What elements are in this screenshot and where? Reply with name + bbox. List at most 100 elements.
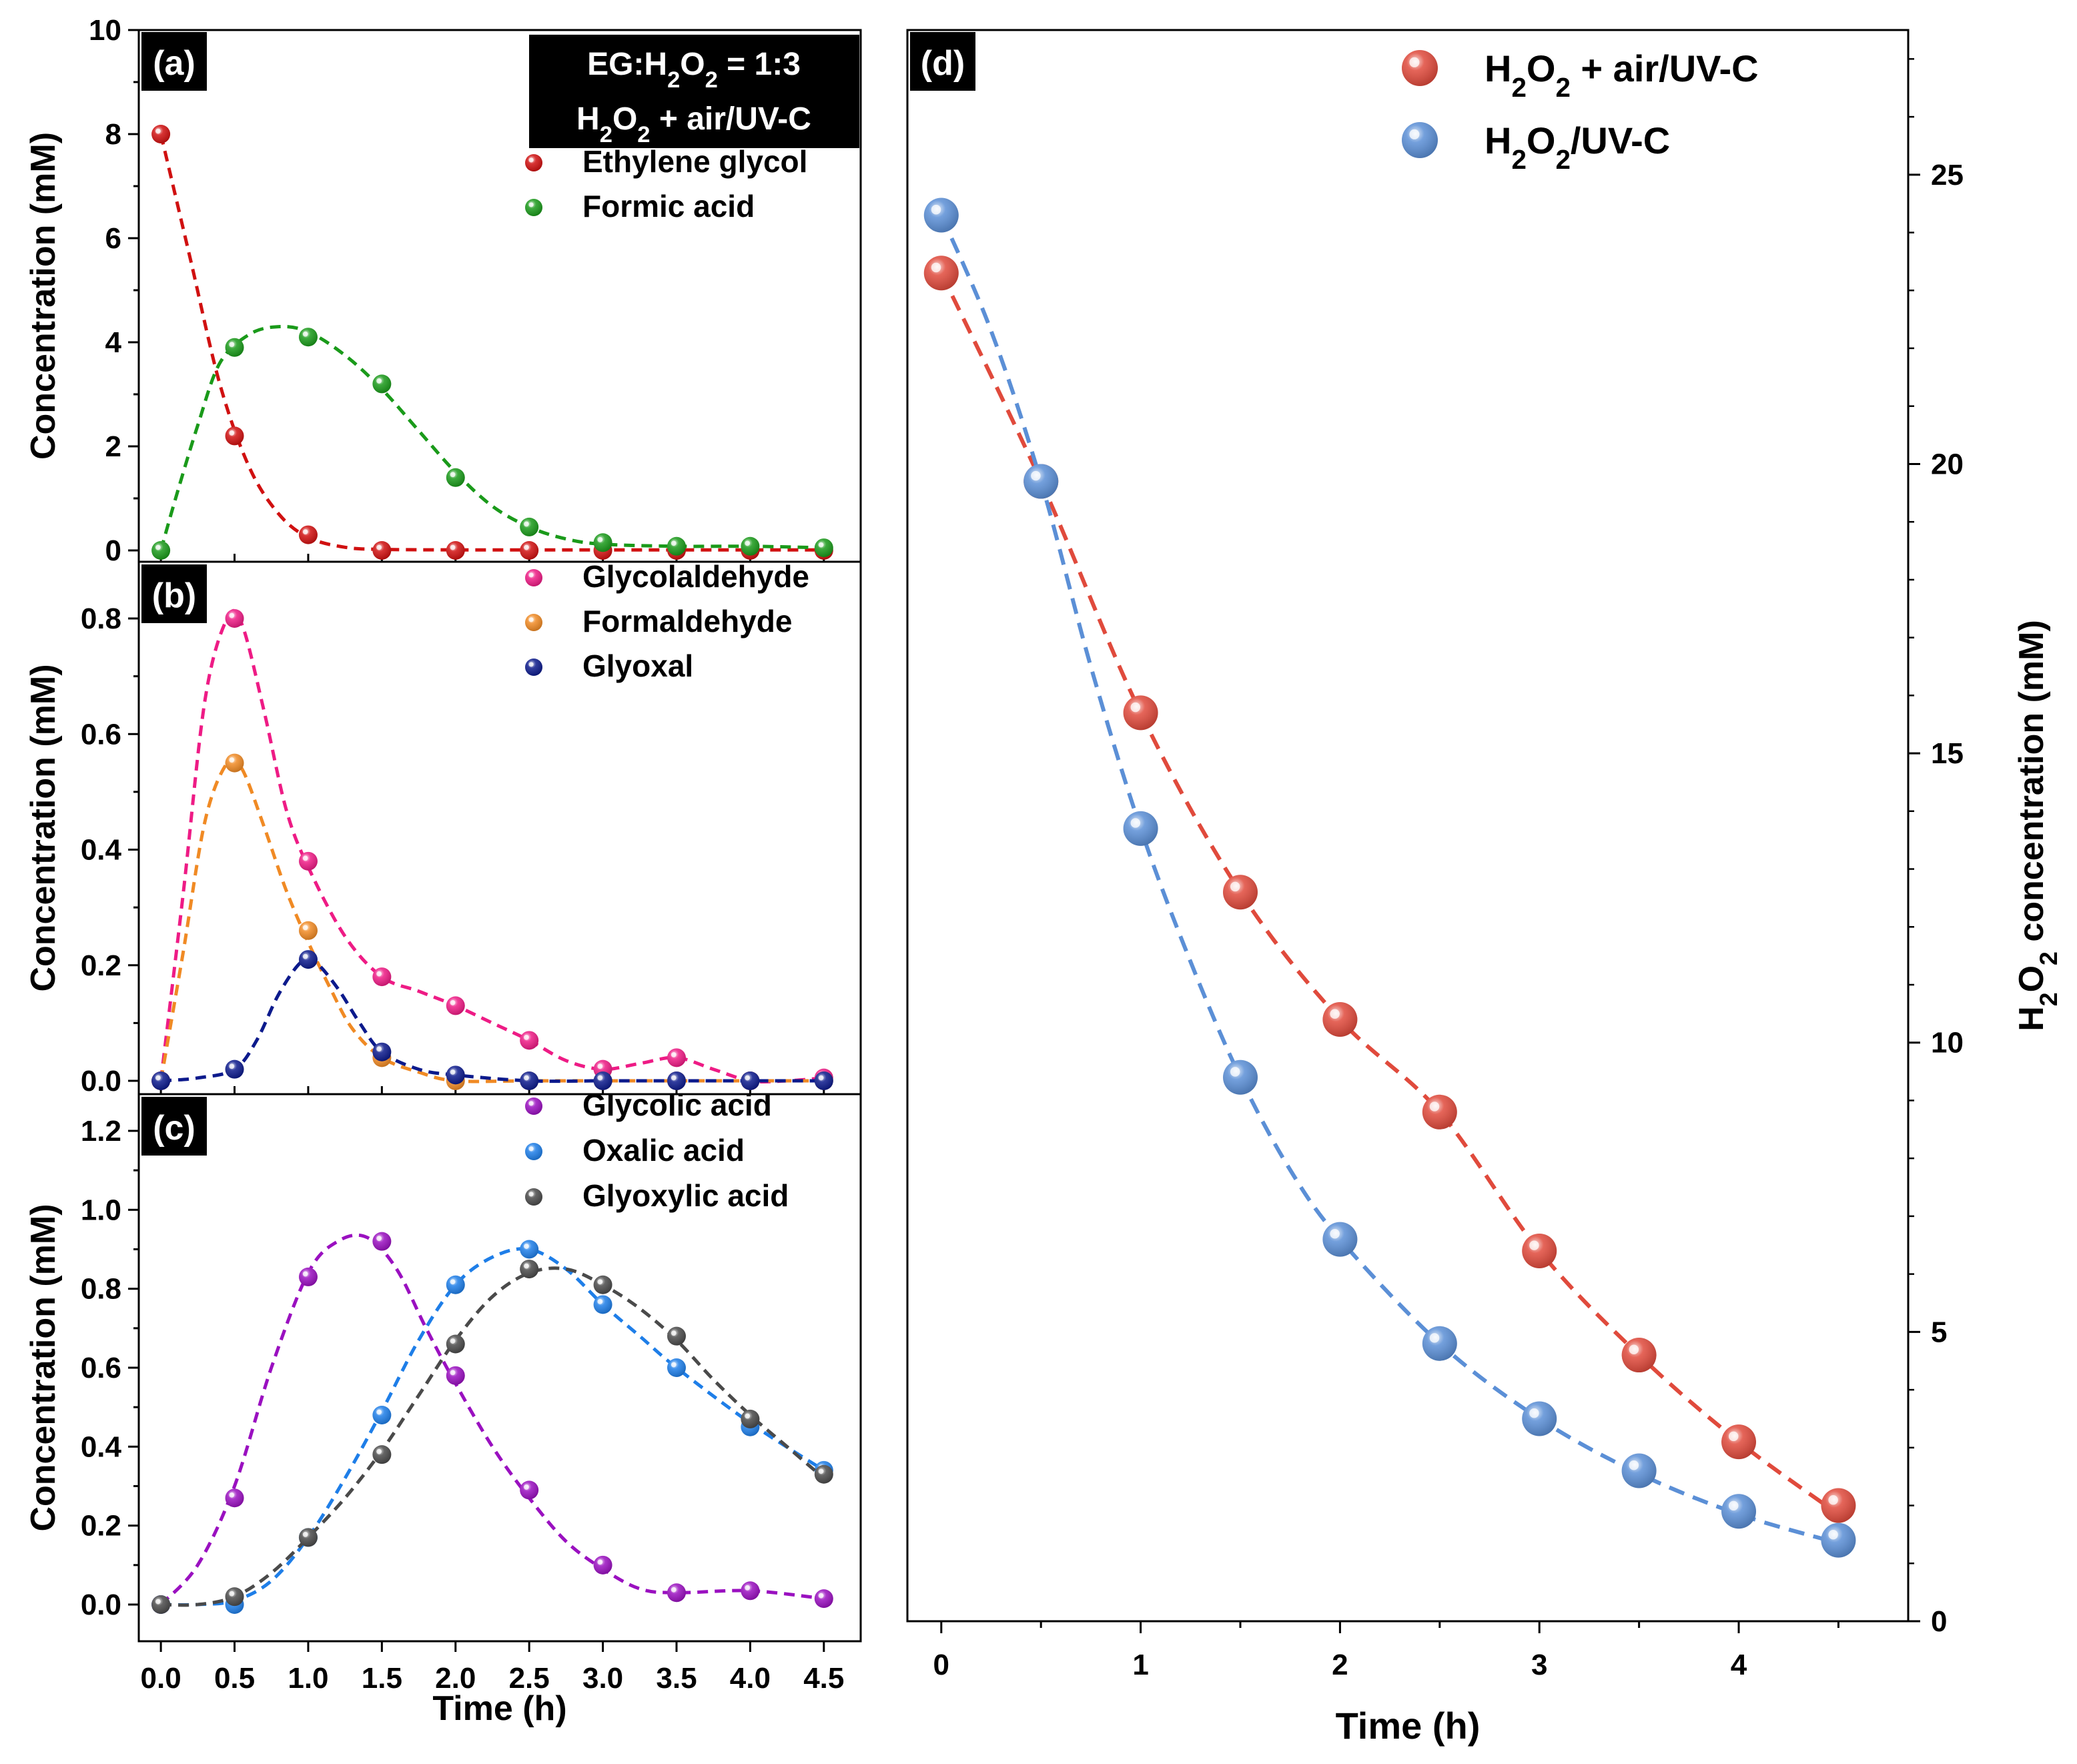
data-point	[372, 967, 392, 987]
series-curve-formaldehyde	[159, 756, 824, 1083]
data-point	[151, 541, 171, 560]
x-tick-label: 4.0	[730, 1662, 771, 1695]
data-point	[667, 1326, 686, 1346]
y-tick-label: 0	[1931, 1605, 1947, 1638]
y-tick-label: 6	[105, 222, 121, 255]
legend-marker	[525, 614, 542, 631]
data-point	[741, 536, 760, 556]
y-tick-label: 0.6	[81, 1352, 121, 1384]
data-point	[814, 1464, 833, 1484]
data-point	[372, 374, 392, 394]
data-point	[298, 1267, 318, 1286]
data-point	[741, 1581, 760, 1601]
legend-label: Glycolic acid	[582, 1087, 772, 1122]
panels-abc: 0 2 4 6 8 10 Concentration (mM) Ethylene glycol…	[24, 14, 862, 1728]
legend-marker	[1402, 50, 1438, 86]
data-point	[372, 1042, 392, 1061]
data-point	[520, 1260, 539, 1279]
data-point	[446, 996, 465, 1015]
x-tick-label: 3.5	[656, 1662, 697, 1695]
x-tick-label: 1	[1132, 1649, 1148, 1681]
x-axis-title: Time (h)	[432, 1689, 566, 1728]
data-point	[1123, 695, 1158, 731]
data-point	[520, 1480, 539, 1500]
data-point	[298, 1528, 318, 1547]
data-point	[298, 328, 318, 347]
y-tick-label: 5	[1931, 1316, 1947, 1348]
data-point	[1223, 1059, 1258, 1095]
y-tick-label: 0.6	[81, 718, 121, 751]
data-point	[1322, 1002, 1358, 1037]
data-point	[1522, 1233, 1557, 1268]
data-point	[923, 197, 959, 233]
data-point	[298, 851, 318, 871]
legend-label: Glycolaldehyde	[582, 559, 809, 594]
plot-frame	[137, 1093, 862, 1643]
panel-label-badge	[141, 32, 207, 91]
legend-marker	[525, 569, 542, 586]
legend-marker	[525, 658, 542, 676]
y-axis-title: Concentration (mM)	[24, 664, 63, 991]
data-point	[1621, 1338, 1657, 1373]
x-tick-label: 4	[1731, 1649, 1747, 1681]
info-box-line: EG:H2O2 = 1:3	[587, 47, 801, 93]
series-curve-glycolaldehyde	[159, 608, 824, 1083]
x-tick-label: 1.5	[362, 1662, 402, 1695]
y-tick-label: 0.4	[81, 1430, 122, 1463]
legend-label: H2O2/UV-C	[1485, 119, 1670, 175]
y-axis-title: Concentration (mM)	[24, 1204, 63, 1531]
data-point	[1023, 464, 1059, 499]
panel-d: 0 1 2 3 4 0 5 10 15 20 25 Time (h) H2O2 concentratio…	[906, 29, 2062, 1747]
data-point	[1721, 1424, 1757, 1460]
data-point	[1522, 1401, 1557, 1436]
data-point	[593, 1071, 612, 1090]
data-point	[667, 536, 686, 556]
x-tick-label: 3	[1531, 1649, 1547, 1681]
data-point	[446, 1275, 465, 1294]
data-point	[1621, 1453, 1657, 1488]
y-tick-label: 0	[105, 534, 121, 567]
data-point	[593, 1555, 612, 1575]
x-tick-label: 0	[933, 1649, 949, 1681]
y-tick-label: 2	[105, 430, 121, 463]
y-tick-label: 15	[1931, 737, 1964, 770]
legend-marker	[525, 154, 542, 171]
panel-b: 0.0 0.2 0.4 0.6 0.8 Concentration (mM) Glycola…	[24, 559, 862, 1097]
y-tick-label: 0.8	[81, 602, 121, 635]
legend-label: Glyoxal	[582, 648, 693, 683]
data-point	[1223, 875, 1258, 910]
data-point	[372, 541, 392, 560]
data-point	[814, 538, 833, 558]
y-tick-label: 8	[105, 118, 121, 151]
panel-label: (b)	[152, 576, 196, 615]
data-point	[667, 1583, 686, 1603]
data-point	[814, 1071, 833, 1090]
data-point	[520, 1031, 539, 1050]
data-point	[446, 541, 465, 560]
data-point	[225, 338, 244, 357]
legend-label: Formic acid	[582, 189, 755, 224]
data-point	[1422, 1094, 1457, 1130]
data-point	[298, 950, 318, 969]
panel-label: (a)	[153, 44, 195, 83]
legend-label: Glyoxylic acid	[582, 1178, 789, 1213]
y-tick-label: 0.0	[81, 1065, 121, 1097]
data-point	[446, 1065, 465, 1085]
info-box	[529, 35, 859, 148]
series-curve-glyoxal	[160, 957, 824, 1083]
data-point	[446, 468, 465, 487]
x-tick-label: 0.0	[141, 1662, 181, 1695]
x-axis-title: Time (h)	[1336, 1705, 1481, 1747]
data-point	[446, 1334, 465, 1354]
x-tick-label: 0.5	[214, 1662, 255, 1695]
legend-label: Formaldehyde	[582, 604, 792, 638]
data-point	[593, 1275, 612, 1294]
data-point	[593, 1295, 612, 1314]
data-point	[225, 1488, 244, 1508]
data-point	[225, 1059, 244, 1079]
data-point	[225, 609, 244, 628]
series-curve-glyoxylic-acid	[161, 1266, 825, 1607]
x-tick-label: 3.0	[582, 1662, 623, 1695]
legend-marker	[525, 1143, 542, 1160]
data-point	[1422, 1326, 1457, 1361]
